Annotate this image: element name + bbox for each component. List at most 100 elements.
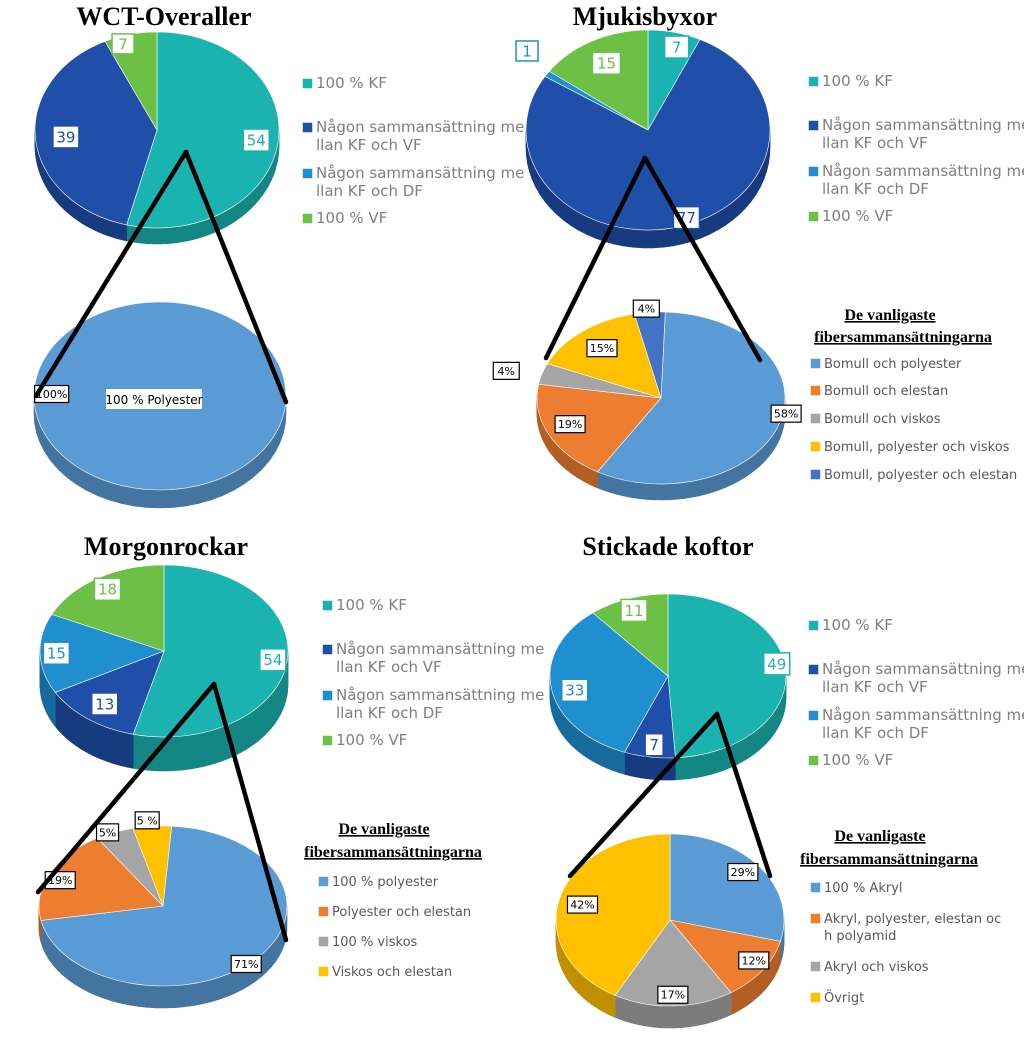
legend-label: llan KF och DF bbox=[316, 182, 423, 200]
legend-label: Någon sammansättning me bbox=[336, 640, 544, 658]
data-label-box bbox=[727, 862, 759, 882]
legend-label: Någon sammansättning me bbox=[822, 660, 1024, 678]
legend-swatch bbox=[809, 991, 822, 1004]
data-label: 7 bbox=[672, 38, 682, 56]
data-label-box bbox=[134, 811, 160, 830]
data-label-box bbox=[52, 125, 80, 149]
legend-label: llan KF och VF bbox=[336, 658, 442, 676]
data-label: 4% bbox=[638, 303, 655, 316]
legend-label: 100 % VF bbox=[822, 751, 893, 769]
connector-line bbox=[567, 711, 720, 879]
data-label-box bbox=[492, 361, 520, 380]
data-label: 42% bbox=[570, 899, 594, 912]
pie-slice bbox=[132, 564, 289, 738]
legend-swatch bbox=[807, 709, 820, 722]
legend-swatch bbox=[321, 689, 334, 702]
data-label: 15% bbox=[590, 342, 614, 355]
legend-label: 100 % KF bbox=[822, 616, 893, 634]
legend-swatch bbox=[301, 167, 314, 180]
legend-label: Akryl, polyester, elestan oc bbox=[824, 912, 1001, 927]
legend-label: 100 % Akryl bbox=[824, 881, 903, 896]
legend-label: 100 % VF bbox=[336, 731, 407, 749]
data-label-box bbox=[644, 732, 664, 757]
pie-slice bbox=[548, 29, 649, 131]
chart-heading: De vanligaste bbox=[338, 821, 429, 838]
pie-slice bbox=[669, 833, 785, 942]
legend-label: 100 % polyester bbox=[332, 875, 439, 890]
legend-swatch bbox=[809, 912, 822, 925]
legend-swatch bbox=[809, 881, 822, 894]
legend-label: 100 % VF bbox=[316, 209, 387, 227]
legend-swatch bbox=[807, 119, 820, 132]
pie-slice bbox=[555, 833, 671, 996]
connector-line bbox=[211, 681, 289, 943]
chart-title: Morgonrockar bbox=[84, 532, 248, 561]
data-label-box bbox=[657, 985, 689, 1004]
connector-line bbox=[33, 149, 189, 399]
data-label: 5% bbox=[99, 826, 116, 839]
data-label-box bbox=[663, 35, 690, 59]
legend-swatch bbox=[809, 412, 822, 425]
legend-swatch bbox=[809, 357, 822, 370]
legend-swatch bbox=[301, 121, 314, 134]
data-label: 49 bbox=[767, 655, 786, 673]
legend-swatch bbox=[807, 165, 820, 178]
legend-swatch bbox=[321, 599, 334, 612]
data-label: 39 bbox=[56, 128, 75, 146]
legend-label: h polyamid bbox=[824, 929, 896, 944]
pie-slice bbox=[126, 31, 280, 229]
legend-label: llan KF och VF bbox=[822, 678, 928, 696]
data-label: 7 bbox=[649, 736, 659, 754]
legend-label: llan KF och DF bbox=[822, 180, 929, 198]
connector-line bbox=[35, 681, 217, 895]
data-label: 100% bbox=[36, 388, 67, 401]
legend-label: Bomull och elestan bbox=[824, 384, 948, 399]
pie-koftor: 49 7 33 11 bbox=[549, 593, 791, 781]
legend-label: Någon sammansättning me bbox=[316, 164, 524, 182]
pie-wct: 543907 bbox=[34, 31, 280, 245]
legend-label: Bomull, polyester och elestan bbox=[824, 468, 1017, 483]
legend-label: 100 % KF bbox=[822, 72, 893, 90]
data-label-box bbox=[259, 648, 287, 672]
legend-swatch bbox=[807, 754, 820, 767]
legend-label: Bomull och polyester bbox=[824, 357, 962, 372]
legend-swatch bbox=[809, 960, 822, 973]
pie-koftor-detail: 29% 12% 17% 42% bbox=[555, 833, 785, 1029]
data-label-box bbox=[42, 641, 71, 665]
data-label-box bbox=[591, 51, 622, 75]
pie-morgonrockar: 54 13 15 18 bbox=[39, 564, 289, 772]
legend-swatch bbox=[301, 77, 314, 90]
connector-line bbox=[642, 155, 763, 363]
legend-swatch bbox=[321, 643, 334, 656]
legend-label: 100 % KF bbox=[336, 596, 407, 614]
data-label-box bbox=[738, 951, 770, 970]
data-label: 58% bbox=[774, 408, 798, 421]
chart-heading: fibersammansättningarna bbox=[800, 851, 978, 868]
legend-swatch bbox=[809, 468, 822, 481]
data-label-box bbox=[586, 339, 618, 358]
data-label-box bbox=[111, 33, 135, 55]
legend-label: Någon sammansättning me bbox=[822, 116, 1024, 134]
legend-swatch bbox=[807, 663, 820, 676]
legend-label: Någon sammansättning me bbox=[336, 686, 544, 704]
legend-swatch bbox=[301, 212, 314, 225]
chart-heading: De vanligaste bbox=[834, 828, 925, 845]
data-label: 19% bbox=[48, 874, 72, 887]
chart-title: Stickade koftor bbox=[582, 532, 753, 561]
pie-slice bbox=[34, 40, 158, 226]
data-label-box bbox=[762, 652, 791, 676]
chart-heading: fibersammansättningarna bbox=[304, 844, 482, 861]
pie-slice bbox=[549, 612, 669, 753]
legend-swatch bbox=[317, 935, 330, 948]
connector-line bbox=[183, 149, 289, 405]
legend-label: Någon sammansättning me bbox=[822, 162, 1024, 180]
data-label: 11 bbox=[624, 602, 643, 620]
legend-swatch bbox=[809, 440, 822, 453]
legend-swatch bbox=[807, 210, 820, 223]
legend-label: llan KF och DF bbox=[822, 724, 929, 742]
data-label: 19% bbox=[558, 418, 582, 431]
data-label-box bbox=[620, 598, 648, 623]
legend-label: llan KF och VF bbox=[822, 134, 928, 152]
